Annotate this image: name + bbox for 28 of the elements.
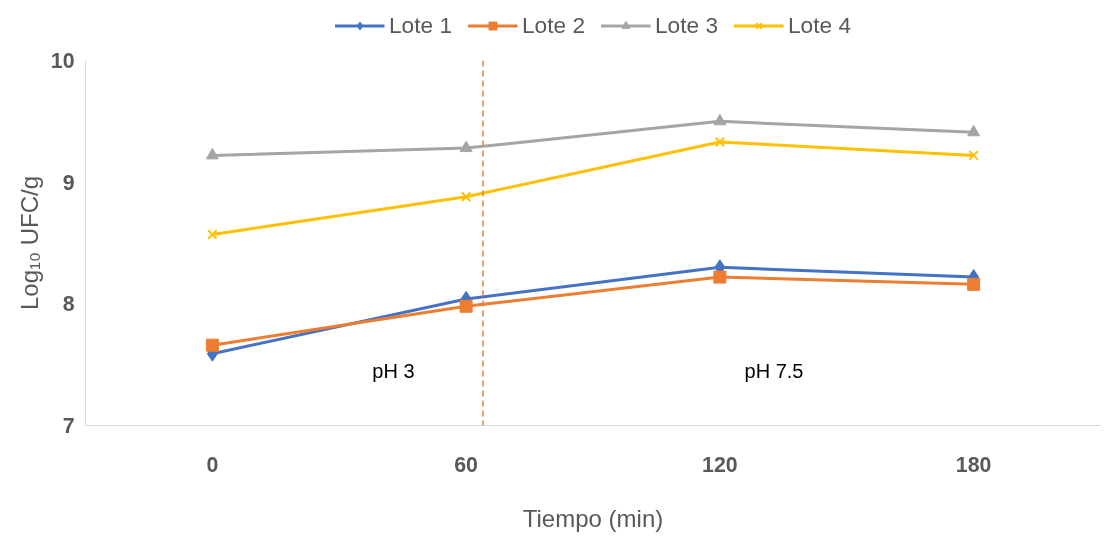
x-tick-label: 0 <box>206 452 219 477</box>
point <box>205 147 219 160</box>
y-tick-label: 9 <box>62 170 75 195</box>
y-axis-title: Log₁₀ UFC/g <box>15 175 43 311</box>
point <box>713 270 727 284</box>
legend-label: Lote 4 <box>788 11 851 39</box>
point <box>460 191 472 203</box>
annotation: pH 7.5 <box>744 359 804 382</box>
point <box>967 124 981 137</box>
legend-label: Lote 2 <box>522 11 585 39</box>
point <box>713 113 727 126</box>
annotation: pH 3 <box>372 359 415 382</box>
x-tick-label: 60 <box>454 452 478 477</box>
legend-label: Lote 3 <box>655 11 718 39</box>
point <box>459 299 473 313</box>
y-tick-label: 8 <box>62 292 75 317</box>
point <box>714 136 726 148</box>
point <box>968 150 979 161</box>
x-tick-label: 180 <box>955 452 992 477</box>
y-tick-label: 7 <box>62 414 75 438</box>
x-axis-title: Tiempo (min) <box>522 504 664 532</box>
legend-label: Lote 1 <box>389 11 452 39</box>
point <box>967 277 981 291</box>
y-tick-label: 10 <box>50 49 75 73</box>
point <box>207 229 218 240</box>
point <box>205 338 219 352</box>
x-tick-label: 120 <box>702 452 738 477</box>
point <box>459 140 473 153</box>
